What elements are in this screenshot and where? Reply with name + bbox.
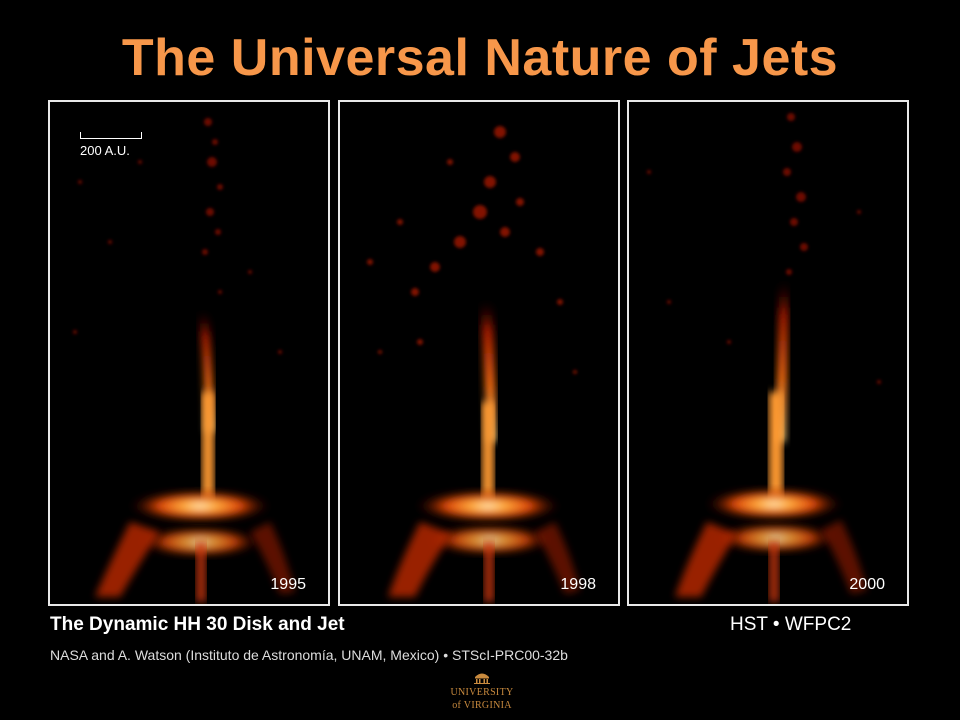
image-panel-1995: 200 A.U. 1995 xyxy=(48,100,330,606)
university-logo: UNIVERSITY of VIRGINIA xyxy=(440,670,524,718)
figure-credit: NASA and A. Watson (Instituto de Astrono… xyxy=(50,647,568,663)
slide-title: The Universal Nature of Jets xyxy=(121,29,839,87)
scale-label: 200 A.U. xyxy=(80,143,130,158)
logo-line-1: UNIVERSITY xyxy=(450,687,514,698)
image-panel-1998: 1998 xyxy=(338,100,620,606)
logo-line-2: of VIRGINIA xyxy=(452,700,512,711)
jet-image-1995 xyxy=(73,118,295,602)
image-panel-2000: 2000 xyxy=(627,100,909,606)
rotunda-icon xyxy=(474,673,490,684)
year-label-1995: 1995 xyxy=(270,576,306,593)
year-label-1998: 1998 xyxy=(560,576,596,593)
instrument-label: HST • WFPC2 xyxy=(730,614,852,635)
figure-caption-title: The Dynamic HH 30 Disk and Jet xyxy=(50,614,345,635)
jet-image-1998 xyxy=(367,126,580,602)
scale-bar xyxy=(80,132,142,139)
jet-image-2000 xyxy=(647,113,881,602)
year-label-2000: 2000 xyxy=(849,576,885,593)
